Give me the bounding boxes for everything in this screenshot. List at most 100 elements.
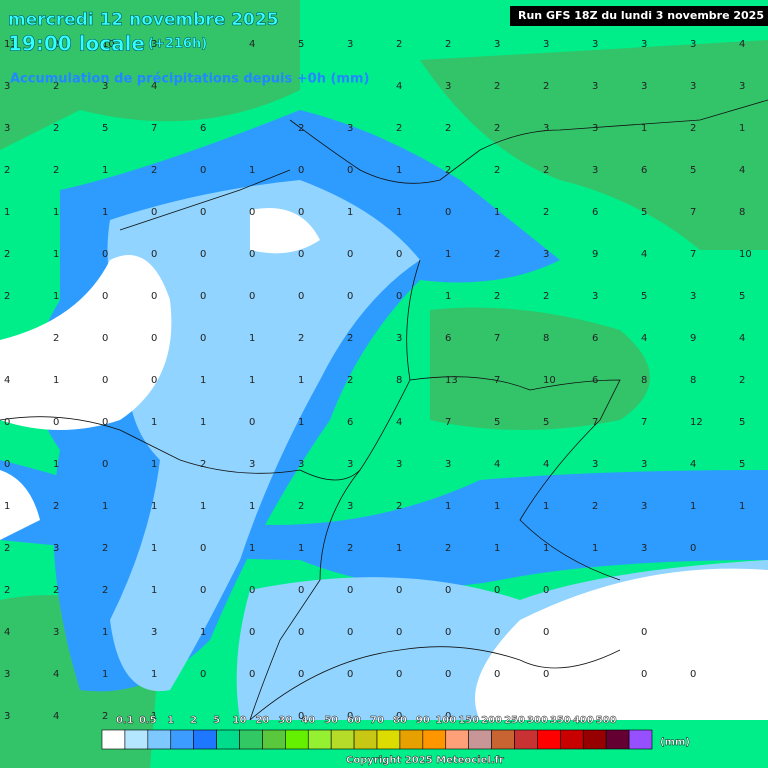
legend-label: 500 bbox=[596, 715, 617, 726]
grid-value: 1 bbox=[249, 333, 255, 344]
grid-value: 2 bbox=[543, 165, 549, 176]
grid-value: 4 bbox=[494, 459, 500, 470]
grid-value: 1 bbox=[200, 501, 206, 512]
time-title: 19:00 locale bbox=[8, 32, 145, 56]
grid-value: 2 bbox=[347, 543, 353, 554]
grid-value: 3 bbox=[592, 81, 598, 92]
grid-value: 4 bbox=[4, 627, 10, 638]
grid-value: 1 bbox=[494, 543, 500, 554]
grid-value: 5 bbox=[739, 459, 745, 470]
grid-value: 0 bbox=[347, 291, 353, 302]
grid-value: 1 bbox=[249, 501, 255, 512]
grid-value: 0 bbox=[347, 669, 353, 680]
grid-value: 3 bbox=[4, 123, 10, 134]
grid-value: 3 bbox=[4, 711, 10, 722]
grid-value: 5 bbox=[739, 291, 745, 302]
grid-value: 1 bbox=[543, 501, 549, 512]
grid-value: 3 bbox=[249, 459, 255, 470]
grid-value: 4 bbox=[53, 669, 59, 680]
grid-value: 0 bbox=[298, 249, 304, 260]
grid-value: 0 bbox=[151, 333, 157, 344]
grid-value: 3 bbox=[298, 459, 304, 470]
grid-value: 0 bbox=[396, 669, 402, 680]
grid-value: 1 bbox=[739, 501, 745, 512]
borders bbox=[0, 99, 768, 721]
grid-value: 0 bbox=[641, 627, 647, 638]
grid-value: 0 bbox=[298, 165, 304, 176]
legend-label: 100 bbox=[435, 715, 456, 726]
grid-value: 2 bbox=[494, 81, 500, 92]
grid-value: 3 bbox=[445, 459, 451, 470]
legend-label: 20 bbox=[255, 715, 269, 726]
grid-value: 0 bbox=[200, 585, 206, 596]
grid-value: 0 bbox=[249, 207, 255, 218]
legend-label: 80 bbox=[393, 715, 407, 726]
legend-swatch bbox=[353, 729, 378, 750]
grid-value: 0 bbox=[396, 627, 402, 638]
grid-value: 9 bbox=[690, 333, 696, 344]
legend-label: 50 bbox=[324, 715, 338, 726]
grid-value: 2 bbox=[445, 123, 451, 134]
grid-value: 0 bbox=[445, 585, 451, 596]
grid-value: 1 bbox=[151, 585, 157, 596]
legend-swatch bbox=[307, 729, 332, 750]
grid-value: 2 bbox=[543, 81, 549, 92]
grid-value: 2 bbox=[53, 39, 59, 50]
grid-value: 3 bbox=[690, 81, 696, 92]
grid-value: 0 bbox=[445, 669, 451, 680]
grid-value: 0 bbox=[298, 669, 304, 680]
grid-value: 0 bbox=[4, 417, 10, 428]
legend-swatch bbox=[101, 729, 126, 750]
grid-value: 1 bbox=[102, 669, 108, 680]
grid-value: 0 bbox=[298, 291, 304, 302]
legend-label: 10 bbox=[233, 715, 247, 726]
grid-value: 7 bbox=[151, 123, 157, 134]
legend-swatch bbox=[491, 729, 515, 750]
grid-value: 2 bbox=[200, 459, 206, 470]
grid-value: 2 bbox=[4, 585, 10, 596]
legend-swatch bbox=[605, 729, 630, 750]
legend-label: 90 bbox=[416, 715, 430, 726]
grid-value: 1 bbox=[200, 375, 206, 386]
legend-swatch bbox=[170, 729, 194, 750]
run-box bbox=[510, 6, 768, 26]
grid-value: 1 bbox=[4, 207, 10, 218]
legend-swatch bbox=[147, 729, 172, 750]
grid-value: 3 bbox=[445, 81, 451, 92]
grid-value: 2 bbox=[347, 375, 353, 386]
grid-value: 0 bbox=[102, 291, 108, 302]
grid-value: 1 bbox=[151, 669, 157, 680]
grid-value: 1 bbox=[4, 501, 10, 512]
grid-value: 13 bbox=[4, 39, 17, 50]
grid-value: 1 bbox=[151, 417, 157, 428]
grid-value: 0 bbox=[347, 627, 353, 638]
grid-value: 10 bbox=[543, 375, 556, 386]
grid-value: 3 bbox=[151, 39, 157, 50]
grid-value: 1 bbox=[445, 291, 451, 302]
grid-value: 1 bbox=[641, 123, 647, 134]
grid-value: 1 bbox=[249, 375, 255, 386]
grid-value: 0 bbox=[347, 711, 353, 722]
grid-value: 0 bbox=[298, 585, 304, 596]
grid-value: 3 bbox=[4, 669, 10, 680]
grid-value: 4 bbox=[4, 375, 10, 386]
grid-value: 5 bbox=[298, 39, 304, 50]
grid-value: 3 bbox=[592, 459, 598, 470]
grid-value: 1 bbox=[298, 417, 304, 428]
grid-value: 3 bbox=[494, 39, 500, 50]
grid-value: 2 bbox=[543, 207, 549, 218]
grid-value: 1 bbox=[396, 543, 402, 554]
grid-value: 4 bbox=[641, 333, 647, 344]
grid-value: 1 bbox=[200, 417, 206, 428]
legend-swatch bbox=[628, 729, 653, 750]
grid-value: 2 bbox=[53, 123, 59, 134]
legend-swatch bbox=[239, 729, 263, 750]
grid-value: 1 bbox=[151, 501, 157, 512]
legend-swatch bbox=[582, 729, 607, 750]
grid-value: 8 bbox=[396, 375, 402, 386]
grid-value: 0 bbox=[200, 207, 206, 218]
grid-value: 3 bbox=[347, 459, 353, 470]
grid-value: 3 bbox=[543, 123, 549, 134]
grid-value: 0 bbox=[4, 459, 10, 470]
